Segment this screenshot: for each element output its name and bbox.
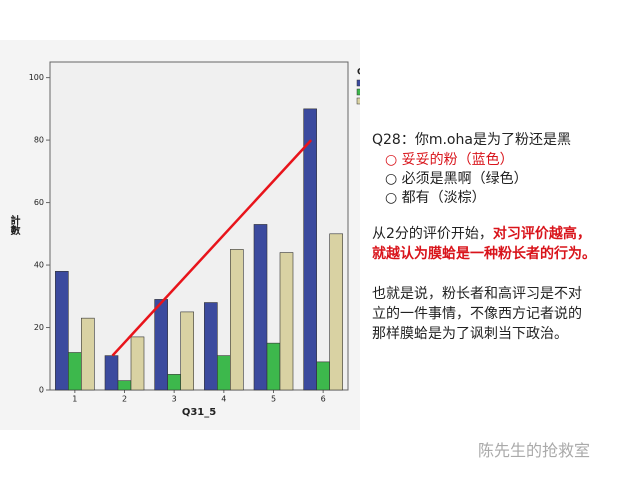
bar <box>253 224 268 391</box>
bar <box>316 361 330 391</box>
y-tick-label: 60 <box>34 198 44 207</box>
bar <box>55 270 69 391</box>
option: ○ 都有（淡棕） <box>385 190 486 206</box>
y-tick-label: 0 <box>39 386 44 395</box>
bar <box>329 233 343 391</box>
y-tick-label: 20 <box>34 323 44 332</box>
trend-line <box>111 139 313 357</box>
bar <box>230 249 244 391</box>
x-tick-label: 2 <box>122 395 127 404</box>
text-line: 也就是说，粉长者和高评习是不对 <box>372 286 582 302</box>
y-tick-label: 100 <box>29 73 44 82</box>
bar <box>68 352 82 391</box>
text-line: 就越认为膜蛤是一种粉长者的行为。 <box>372 244 596 264</box>
y-tick-label: 40 <box>34 261 44 270</box>
bar <box>180 311 194 391</box>
text-line: 从2分的评价开始，对习评价越高， <box>372 224 591 244</box>
bar <box>204 302 218 391</box>
bar <box>130 336 145 391</box>
legend-swatch <box>356 79 360 87</box>
bar <box>279 252 294 391</box>
bar <box>217 355 231 391</box>
text-segment: 就越认为膜蛤是一种粉长者的行为。 <box>372 246 596 262</box>
y-tick-label: 80 <box>34 136 44 145</box>
bar <box>104 355 119 391</box>
chart: 計數 Q31_5 Q28 020406080100123456123 <box>0 40 360 430</box>
text-segment: 对习评价越高， <box>492 226 591 242</box>
bar <box>154 299 168 391</box>
x-axis-label: Q31_5 <box>182 407 216 418</box>
text-line: 那样膜蛤是为了讽刺当下政治。 <box>372 326 568 342</box>
x-tick-label: 3 <box>172 395 177 404</box>
legend-swatch <box>356 88 360 96</box>
bar <box>167 374 181 391</box>
option: ○ 妥妥的粉（蓝色） <box>385 152 514 168</box>
x-tick-label: 6 <box>321 395 326 404</box>
option: ○ 必须是黑啊（绿色） <box>385 171 528 187</box>
x-tick-label: 5 <box>271 395 276 404</box>
watermark: 陈先生的抢救室 <box>478 441 591 460</box>
legend-swatch <box>356 97 360 105</box>
bar <box>266 342 281 391</box>
x-tick-label: 4 <box>221 395 226 404</box>
y-axis-label: 計數 <box>8 214 20 236</box>
question: Q28：你m.oha是为了粉还是黑 <box>372 132 571 148</box>
bar <box>117 380 132 391</box>
x-tick-label: 1 <box>72 395 77 404</box>
legend-title: Q28 <box>357 68 360 78</box>
plot-area <box>49 61 349 391</box>
text-segment: 从2分的评价开始， <box>372 226 493 242</box>
bar <box>303 108 317 391</box>
text-line: 立的一件事情，不像西方记者说的 <box>372 306 582 322</box>
bar <box>81 317 95 391</box>
